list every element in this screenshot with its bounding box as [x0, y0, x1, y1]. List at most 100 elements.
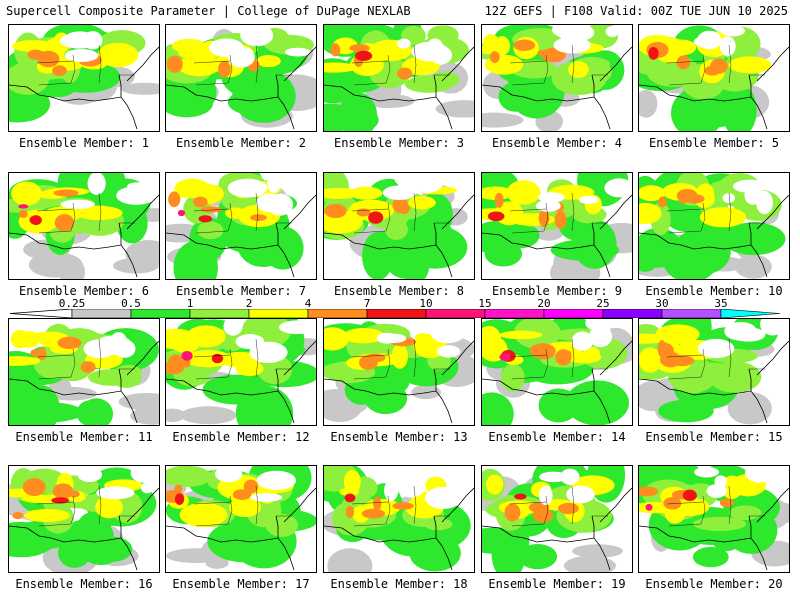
scp-contour-lightgreen — [166, 466, 212, 488]
scp-contour-yellow — [494, 36, 511, 56]
state-boundaries — [36, 338, 135, 380]
scp-contour-yellow — [728, 56, 772, 74]
scp-contour-orange — [658, 196, 667, 208]
colorbar-tick-label: 2 — [245, 297, 253, 310]
coastline — [166, 487, 316, 571]
scp-clear-area — [430, 324, 465, 344]
scp-contour-gray — [125, 239, 159, 267]
scp-contour-yellow — [9, 356, 41, 366]
coastline — [166, 46, 316, 130]
scp-contour-orange — [345, 505, 355, 519]
coastline — [482, 46, 632, 130]
state-boundaries — [509, 485, 608, 527]
scp-contour-orange — [18, 210, 28, 219]
colorbar-segment — [189, 309, 250, 318]
state-boundaries — [509, 338, 608, 380]
scp-contour-magenta — [645, 503, 653, 511]
scp-clear-area — [405, 466, 431, 483]
scp-contour-orange — [69, 490, 80, 498]
scp-clear-area — [535, 200, 561, 212]
scp-contour-orange — [392, 502, 414, 510]
state-boundaries — [351, 485, 450, 527]
scp-map — [323, 172, 475, 280]
coastline — [482, 487, 632, 571]
scp-contour-gray — [572, 544, 623, 558]
scp-contour-yellow — [352, 505, 370, 523]
scp-contour-magenta — [499, 353, 512, 361]
header-right-title: 12Z GEFS | F108 Valid: 00Z TUE JUN 10 20… — [484, 4, 788, 18]
scp-contour-orange — [532, 508, 554, 523]
state-boundaries — [666, 338, 765, 380]
coastline — [639, 340, 789, 424]
scp-contour-magenta — [181, 350, 193, 361]
scp-contour-orange — [538, 209, 550, 227]
scp-contour-orange — [12, 512, 24, 520]
ensemble-member-label: Ensemble Member: 4 — [491, 136, 623, 150]
scp-contour-orange — [53, 189, 79, 197]
scp-contour-green — [9, 521, 56, 558]
scp-clear-area — [605, 25, 620, 37]
scp-map-svg — [166, 319, 316, 425]
state-boundaries — [666, 485, 765, 527]
scp-map — [323, 465, 475, 573]
scp-map-svg — [324, 173, 474, 279]
scp-contour-orange — [30, 349, 40, 357]
colorbar-tick-label: 1 — [186, 297, 194, 310]
state-boundaries — [351, 192, 450, 234]
colorbar-tick-label: 0.5 — [121, 297, 141, 310]
colorbar-tick-label: 7 — [363, 297, 371, 310]
scp-contour-yellow — [30, 331, 69, 343]
scp-clear-area — [116, 186, 156, 205]
state-boundaries — [193, 485, 292, 527]
scp-map — [638, 318, 790, 426]
scp-contour-green — [565, 380, 630, 425]
scp-map — [481, 465, 633, 573]
scp-contour-red — [29, 215, 42, 226]
coastline — [482, 340, 632, 424]
scp-map — [638, 465, 790, 573]
scp-contour-green — [236, 220, 289, 268]
scp-clear-area — [714, 475, 728, 488]
scp-contour-magenta — [18, 204, 29, 209]
scp-map-svg — [482, 466, 632, 572]
colorbar-tick-label: 35 — [714, 297, 728, 310]
scp-contour-green — [207, 520, 280, 563]
scp-contour-gray — [130, 407, 159, 425]
scp-map — [638, 172, 790, 280]
scp-contour-yellow — [11, 181, 42, 206]
scp-contour-orange — [554, 210, 567, 229]
colorbar-segment — [307, 309, 368, 318]
coastline — [166, 194, 316, 278]
scp-contour-green — [80, 398, 114, 425]
scp-contour-yellow — [639, 185, 665, 202]
scp-contour-yellow — [10, 329, 30, 349]
scp-contour-red — [344, 493, 356, 503]
scp-clear-area — [744, 466, 774, 483]
scp-contour-orange — [676, 55, 691, 70]
scp-clear-area — [425, 486, 462, 509]
scp-contour-orange — [537, 49, 552, 57]
scp-contour-yellow — [24, 508, 71, 523]
scp-contour-yellow — [343, 469, 361, 494]
scp-contour-gray — [59, 256, 85, 279]
scp-contour-yellow — [324, 62, 358, 73]
scp-map — [481, 172, 633, 280]
scp-contour-lightgreen — [16, 62, 37, 91]
ensemble-member-label: Ensemble Member: 10 — [645, 284, 783, 298]
scp-clear-area — [82, 31, 103, 50]
scp-clear-area — [585, 319, 607, 331]
colorbar-segment — [543, 309, 604, 318]
scp-contour-gray — [118, 393, 159, 411]
scp-contour-yellow — [97, 42, 139, 68]
scp-contour-orange — [398, 203, 410, 215]
scp-contour-gray — [727, 392, 772, 425]
scp-contour-orange — [678, 191, 688, 204]
scp-clear-area — [560, 468, 580, 485]
ensemble-member-label: Ensemble Member: 20 — [645, 577, 783, 591]
scp-contour-orange — [218, 60, 231, 78]
scp-contour-orange — [52, 65, 67, 76]
state-boundaries — [193, 192, 292, 234]
scp-map — [481, 24, 633, 132]
scp-map-svg — [482, 25, 632, 131]
